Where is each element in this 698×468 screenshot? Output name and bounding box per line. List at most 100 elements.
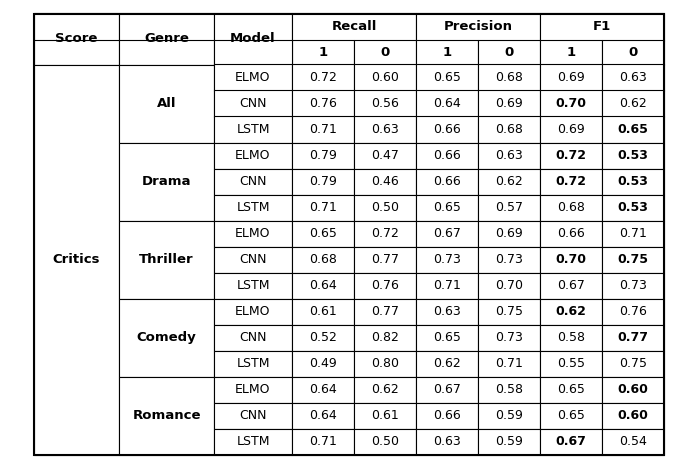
Text: 0.50: 0.50 (371, 435, 399, 448)
Bar (119, 299, 214, 376)
Bar (416, 90, 478, 117)
Text: 0.58: 0.58 (495, 383, 523, 396)
Bar (416, 14, 540, 41)
Bar (292, 195, 354, 220)
Text: CNN: CNN (239, 253, 267, 266)
Text: 0.68: 0.68 (309, 253, 337, 266)
Bar (354, 220, 416, 247)
Text: 0.61: 0.61 (309, 305, 337, 318)
Text: 0.69: 0.69 (557, 71, 585, 84)
Bar (34, 65, 119, 454)
Bar (416, 247, 478, 272)
Bar (214, 376, 292, 402)
Text: 0.63: 0.63 (433, 305, 461, 318)
Text: LSTM: LSTM (236, 279, 269, 292)
Text: 0.77: 0.77 (371, 305, 399, 318)
Bar (214, 429, 292, 454)
Bar (354, 376, 416, 402)
Bar (214, 324, 292, 351)
Text: 0.70: 0.70 (556, 97, 586, 110)
Bar (416, 65, 478, 90)
Bar (354, 299, 416, 324)
Bar (292, 65, 354, 90)
Bar (540, 272, 602, 299)
Bar (34, 41, 119, 65)
Text: 0.71: 0.71 (309, 435, 337, 448)
Bar (354, 272, 416, 299)
Bar (354, 168, 416, 195)
Bar (292, 402, 354, 429)
Text: 0.50: 0.50 (371, 201, 399, 214)
Text: 0.75: 0.75 (619, 357, 647, 370)
Text: Romance: Romance (132, 409, 201, 422)
Bar (416, 117, 478, 142)
Text: 0.79: 0.79 (309, 149, 337, 162)
Bar (416, 324, 478, 351)
Bar (602, 247, 664, 272)
Text: 0.71: 0.71 (309, 201, 337, 214)
Bar (214, 65, 292, 90)
Text: 0.66: 0.66 (557, 227, 585, 240)
Text: 0.66: 0.66 (433, 175, 461, 188)
Text: 0.52: 0.52 (309, 331, 337, 344)
Text: 0.49: 0.49 (309, 357, 337, 370)
Text: 0.62: 0.62 (495, 175, 523, 188)
Bar (119, 142, 214, 220)
Text: 0.72: 0.72 (556, 149, 586, 162)
Bar (119, 41, 214, 65)
Text: 0.59: 0.59 (495, 409, 523, 422)
Bar (292, 376, 354, 402)
Bar (292, 429, 354, 454)
Text: 0.75: 0.75 (618, 253, 648, 266)
Text: CNN: CNN (239, 97, 267, 110)
Bar (292, 299, 354, 324)
Bar (292, 41, 354, 65)
Bar (214, 117, 292, 142)
Text: 0.62: 0.62 (371, 383, 399, 396)
Bar (478, 247, 540, 272)
Bar (478, 324, 540, 351)
Bar (540, 351, 602, 376)
Text: 0.65: 0.65 (433, 71, 461, 84)
Bar (354, 351, 416, 376)
Text: Drama: Drama (142, 175, 191, 188)
Text: 0.66: 0.66 (433, 149, 461, 162)
Text: 0.67: 0.67 (557, 279, 585, 292)
Bar (214, 272, 292, 299)
Bar (540, 65, 602, 90)
Text: 0.57: 0.57 (495, 201, 523, 214)
Bar (540, 142, 602, 168)
Text: 0.68: 0.68 (495, 123, 523, 136)
Text: 0.53: 0.53 (618, 175, 648, 188)
Bar (540, 41, 602, 65)
Text: 0: 0 (628, 46, 638, 59)
Bar (119, 14, 214, 65)
Text: 0.77: 0.77 (618, 331, 648, 344)
Text: 0.63: 0.63 (371, 123, 399, 136)
Bar (354, 142, 416, 168)
Text: All: All (157, 97, 177, 110)
Text: 0.70: 0.70 (556, 253, 586, 266)
Text: 0.64: 0.64 (309, 279, 337, 292)
Bar (478, 299, 540, 324)
Bar (602, 117, 664, 142)
Bar (602, 90, 664, 117)
Bar (602, 402, 664, 429)
Bar (292, 324, 354, 351)
Bar (354, 195, 416, 220)
Bar (540, 299, 602, 324)
Text: 0.73: 0.73 (495, 253, 523, 266)
Bar (540, 117, 602, 142)
Text: Thriller: Thriller (139, 253, 194, 266)
Bar (119, 376, 214, 454)
Bar (602, 41, 664, 65)
Bar (540, 429, 602, 454)
Text: 0.72: 0.72 (371, 227, 399, 240)
Bar (214, 247, 292, 272)
Bar (119, 65, 214, 142)
Text: CNN: CNN (239, 175, 267, 188)
Text: 0.67: 0.67 (433, 383, 461, 396)
Text: 0.76: 0.76 (619, 305, 647, 318)
Bar (214, 195, 292, 220)
Bar (34, 14, 119, 65)
